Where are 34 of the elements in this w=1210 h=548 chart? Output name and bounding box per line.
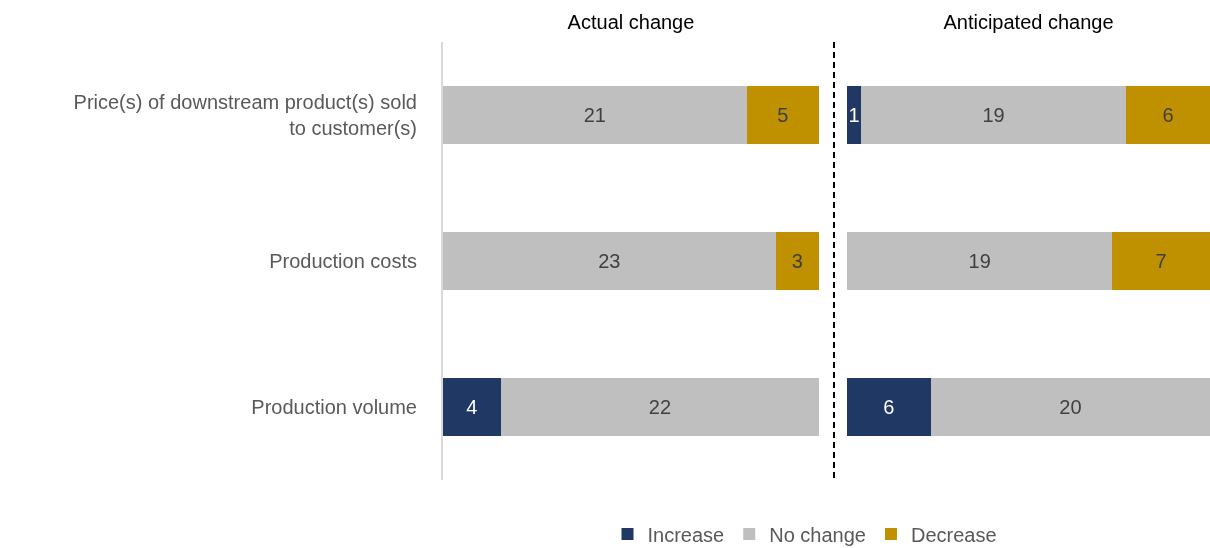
data-label: 23 (598, 250, 621, 272)
bar (930, 377, 1210, 437)
bar (443, 85, 747, 145)
legend-label: Decrease (910, 523, 997, 546)
data-label: 19 (982, 104, 1005, 126)
bar (443, 231, 776, 291)
bar (847, 377, 931, 437)
chart-title: Actual change (567, 11, 695, 33)
legend-label: Increase (647, 523, 725, 546)
bar (847, 85, 861, 145)
data-label: 21 (583, 104, 606, 126)
bar (847, 231, 1113, 291)
data-label: 19 (968, 250, 991, 272)
data-label: 5 (777, 104, 789, 126)
data-label: 20 (1059, 396, 1082, 418)
bar (775, 231, 819, 291)
y-tick-label: Production volume (251, 396, 417, 418)
bar (1112, 231, 1210, 291)
chart-title: Anticipated change (943, 11, 1114, 33)
legend-label: No change (769, 523, 866, 546)
bar (1126, 85, 1210, 145)
y-tick-label: Price(s) of downstream product(s) sold to customer(s) (73, 91, 417, 139)
bar (500, 377, 819, 437)
data-label: 7 (1155, 250, 1167, 272)
bar (443, 377, 501, 437)
data-label: 4 (466, 396, 478, 418)
data-label: 3 (791, 250, 803, 272)
data-label: 22 (648, 396, 672, 418)
data-label: 6 (883, 396, 895, 418)
data-label: 6 (1162, 104, 1174, 126)
bar (860, 85, 1127, 145)
bar (746, 85, 819, 145)
data-label: 1 (848, 104, 860, 126)
y-tick-label: Production costs (269, 250, 417, 272)
